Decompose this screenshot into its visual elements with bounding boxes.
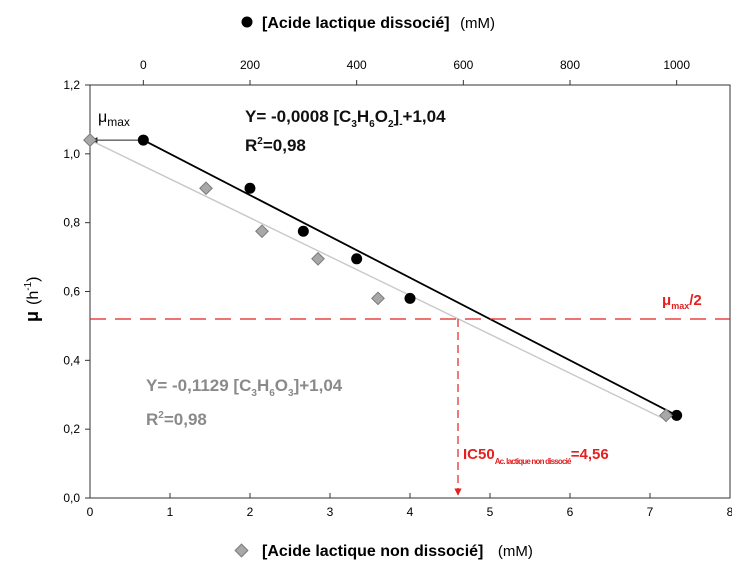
- black-data-point: [671, 409, 683, 421]
- black-r2: R2=0,98: [245, 136, 306, 155]
- ic50-sub: Ac. lactique non dissocié: [495, 457, 572, 466]
- y-axis-unit: (h: [25, 291, 42, 305]
- bottom-legend-marker-diamond: [234, 543, 249, 558]
- x-bottom-tick-label: 4: [407, 505, 414, 519]
- black-data-point: [351, 253, 363, 265]
- black-r2-pre: R: [245, 136, 257, 155]
- black-eq-s2: 6: [369, 119, 375, 130]
- black-data-point: [297, 225, 309, 237]
- x-bottom-tick-label: 3: [327, 505, 334, 519]
- y-axis-sup: -1: [23, 281, 34, 290]
- ic50-post: =4,56: [571, 446, 609, 463]
- grey-eq-p4: ]+1,04: [294, 376, 343, 395]
- black-eq-p1: Y= -0,0008 [C: [245, 107, 351, 126]
- reference-layer: [90, 137, 730, 496]
- bottom-axis-label: [Acide lactique non dissocié]: [262, 543, 483, 560]
- grey-eq-s2: 6: [269, 388, 275, 399]
- y-tick-label: 1,2: [63, 78, 80, 92]
- x-top-tick-label: 0: [140, 58, 147, 72]
- bottom-axis-unit: (mM): [498, 543, 533, 560]
- black-eq-s3: 2: [388, 119, 394, 130]
- black-eq-s1: 3: [351, 119, 357, 130]
- black-eq-p5: +1,04: [403, 107, 447, 126]
- points-layer: [83, 133, 683, 423]
- fit-line-layer: [89, 139, 678, 421]
- x-bottom-tick-label: 1: [167, 505, 174, 519]
- grey-r2: R2=0,98: [146, 410, 207, 429]
- black-eq-p3: O: [375, 107, 388, 126]
- black-fit-line: [142, 139, 678, 417]
- mumax-sub: max: [107, 115, 130, 129]
- top-axis-label: [Acide lactique dissocié]: [262, 15, 450, 32]
- half-max-label: μmax/2: [662, 292, 702, 311]
- grey-data-point: [371, 291, 385, 306]
- black-eq-p4: ]: [394, 107, 400, 126]
- x-top-tick-label: 600: [453, 58, 473, 72]
- grey-data-point: [255, 224, 269, 239]
- grey-r2-post: =0,98: [164, 410, 207, 429]
- y-tick-label: 0,4: [63, 353, 80, 367]
- svg-text:[Acide lactique non dissocié]: [Acide lactique non dissocié] (mM): [262, 543, 533, 560]
- grey-data-point: [311, 251, 325, 266]
- black-r2-post: =0,98: [263, 136, 306, 155]
- plot-frame: [89, 84, 731, 499]
- ic50-label: IC50Ac. lactique non dissocié=4,56: [463, 446, 609, 466]
- x-bottom-tick-label: 2: [247, 505, 254, 519]
- top-legend-marker-circle: [241, 16, 253, 28]
- half-post: /2: [689, 292, 702, 309]
- top-axis-title: [Acide lactique dissocié] (mM): [241, 15, 495, 32]
- black-data-point: [137, 134, 149, 146]
- x-top-tick-label: 200: [240, 58, 260, 72]
- grey-equation: Y= -0,1129 [C3H6O3]+1,04: [146, 376, 343, 399]
- y-axis-main: μ: [22, 311, 42, 322]
- y-tick-label: 0,6: [63, 285, 80, 299]
- grey-data-point: [659, 408, 673, 423]
- black-eq-sup: -: [399, 119, 402, 130]
- x-bottom-tick-label: 5: [487, 505, 494, 519]
- black-data-point: [404, 292, 416, 304]
- x-bottom-tick-label: 0: [87, 505, 94, 519]
- grey-eq-p3: O: [275, 376, 288, 395]
- x-top-tick-label: 400: [347, 58, 367, 72]
- top-axis-unit: (mM): [460, 15, 495, 32]
- tick-layer: 0 1 2 3 4 5 6 7 8 0 200 400 600 800 1000 0,0 0,2 0,4 0,6 0,…: [63, 58, 732, 519]
- grey-data-point: [199, 181, 213, 196]
- grey-eq-s3: 3: [288, 388, 294, 399]
- mumax-main: μ: [98, 109, 107, 126]
- y-tick-label: 1,0: [63, 147, 80, 161]
- svg-text:[Acide lactique dissocié]: [Acide lactique dissocié] (mM): [262, 15, 495, 32]
- y-axis-end: ): [25, 277, 42, 282]
- grey-fit-line: [89, 139, 667, 421]
- black-eq-p2: H: [357, 107, 369, 126]
- grey-data-point: [83, 133, 97, 147]
- black-r2-sup: 2: [257, 136, 263, 147]
- y-tick-label: 0,0: [63, 491, 80, 505]
- x-top-tick-label: 800: [560, 58, 580, 72]
- bottom-axis-title: [Acide lactique non dissocié] (mM): [234, 543, 533, 560]
- mumax-label: μmax: [98, 109, 130, 129]
- grey-eq-p2: H: [257, 376, 269, 395]
- grey-r2-sup: 2: [158, 410, 164, 421]
- black-equation: Y= -0,0008 [C3H6O2]-+1,04: [245, 107, 446, 130]
- grey-eq-s1: 3: [251, 388, 257, 399]
- ic50-pre: IC50: [463, 446, 495, 463]
- y-tick-label: 0,8: [63, 216, 80, 230]
- black-data-point: [244, 182, 256, 194]
- y-tick-label: 0,2: [63, 422, 80, 436]
- x-top-tick-label: 1000: [663, 58, 690, 72]
- x-bottom-tick-label: 7: [647, 505, 654, 519]
- half-main: μ: [662, 292, 671, 309]
- x-bottom-tick-label: 6: [567, 505, 574, 519]
- grey-eq-p1: Y= -0,1129 [C: [146, 376, 251, 395]
- grey-r2-pre: R: [146, 410, 158, 429]
- half-sub: max: [671, 301, 689, 311]
- y-axis-title: μ (h-1): [22, 277, 42, 322]
- x-bottom-tick-label: 8: [727, 505, 732, 519]
